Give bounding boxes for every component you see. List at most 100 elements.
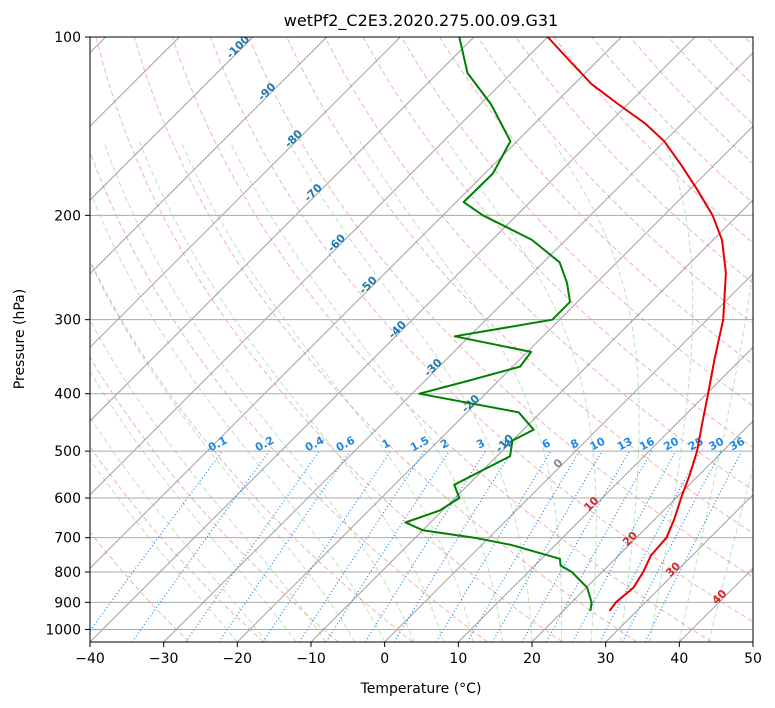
isotherm [90,37,549,496]
y-tick-label: 400 [54,387,81,403]
y-tick-label: 100 [54,30,81,46]
plot-frame [89,36,754,643]
dry-adiabat [668,37,753,125]
mixing-ratio-label: 16 [637,435,657,454]
profiles [404,37,727,612]
moist-adiabat [447,141,597,642]
moist-adiabat [103,141,415,642]
mixing-ratio-label: 25 [686,435,706,454]
isotherm-label: 10 [581,494,601,514]
x-tick-label: −10 [296,651,326,667]
mixing-ratio-line [218,450,351,642]
mixing-ratio-label: 6 [540,436,553,451]
isotherm-label: -80 [282,127,305,150]
mixing-ratio-line [393,450,513,642]
moist-adiabat [552,141,640,642]
y-tick-label: 900 [54,595,81,611]
y-tick-label: 200 [54,208,81,224]
isotherm [752,641,753,642]
isotherm [310,199,753,642]
axes: −40 −30 −20 −10 0 10 20 30 40 50 100 200 300 400 500 60… [45,30,762,667]
mixing-ratio-line [435,450,552,642]
x-tick-label: 40 [670,651,688,667]
background-lines [90,37,753,642]
mixing-ratio-line [521,450,631,642]
moist-adiabat [90,370,297,642]
y-axis-label: Pressure (hPa) [12,289,28,389]
x-axis-label: Temperature (°C) [360,681,482,697]
isotherm [90,37,401,349]
x-tick-label: −40 [75,651,105,667]
mixing-ratio-label: 20 [661,435,681,454]
chart-title: wetPf2_C2E3.2020.275.00.09.G31 [284,11,558,31]
mixing-ratio-line [90,450,223,632]
isotherm-label: 30 [663,559,683,579]
isotherm [457,346,753,642]
y-tick-label: 1000 [45,622,81,638]
dry-adiabat [90,356,339,642]
mixing-ratio-line [466,450,580,642]
x-tick-label: 30 [597,651,615,667]
mixing-ratio-line [644,450,743,642]
isotherm [384,272,753,642]
mixing-ratio-line [364,450,486,642]
dry-adiabat [90,531,190,642]
isotherm-label: -70 [302,181,325,204]
y-tick-label: 300 [54,313,81,329]
mixing-ratio-label: 2 [438,436,451,451]
x-tick-label: −30 [149,651,179,667]
isotherm [605,493,753,642]
isotherm-label: -60 [325,231,348,254]
y-tick-label: 600 [54,491,81,507]
dry-adiabat [133,37,638,642]
mixing-ratio-line [298,450,425,642]
temperature-line [546,37,727,612]
y-tick-label: 800 [54,565,81,581]
y-tick-label: 500 [54,444,81,460]
mixing-ratio-line [545,450,653,642]
moist-adiabat [708,466,753,642]
isotherm [531,420,753,642]
dry-adiabat [90,445,264,642]
dry-adiabat [248,37,753,578]
isotherm-label: -40 [386,318,409,341]
dry-adiabat [400,37,753,407]
x-tick-label: 10 [449,651,467,667]
mixing-ratio-label: 1 [380,436,393,451]
isotherm [90,37,328,275]
x-tick-label: 50 [744,651,762,667]
dry-adiabat [90,259,414,642]
x-tick-label: 20 [523,651,541,667]
dry-adiabat [210,37,753,623]
mixing-ratio-label: 10 [588,435,608,454]
mixing-ratio-line [572,450,677,642]
isotherm-label: 40 [709,587,729,607]
dry-adiabat [95,37,563,642]
isotherm [236,125,753,642]
isotherm [90,37,254,201]
isotherm-label: -90 [255,80,278,103]
isotherm [90,37,696,642]
dry-adiabat [515,37,753,284]
mixing-ratio-line [325,450,450,642]
dry-adiabat [324,37,753,491]
x-tick-label: 0 [380,651,389,667]
dry-adiabat [362,37,753,449]
x-tick-label: −20 [223,651,253,667]
dewpoint-line [404,37,593,611]
isotherm-label: -30 [421,356,444,379]
mixing-ratio-line [599,450,702,642]
mixing-ratio-label: 3 [474,436,487,451]
isotherm [678,567,753,642]
dry-adiabat [706,37,753,86]
mixing-ratio-line [185,450,320,642]
moist-adiabat [90,416,268,642]
mixing-ratio-label: 8 [568,436,581,451]
dry-adiabat [438,37,753,366]
isotherm [90,37,622,570]
mixing-ratio-line [262,450,392,642]
mixing-ratio-label: 30 [707,435,727,454]
moist-adiabat [678,265,753,642]
isotherm [90,37,475,422]
